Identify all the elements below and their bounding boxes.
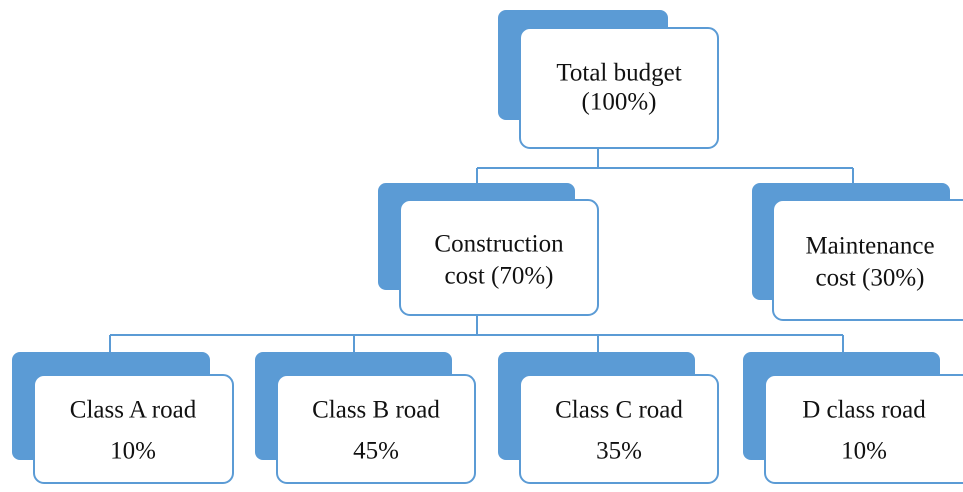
node-label: 10% bbox=[841, 438, 887, 465]
node-label: Maintenance bbox=[805, 233, 934, 260]
node: Maintenance cost (30%) bbox=[752, 183, 963, 321]
node: Total budget (100%) bbox=[498, 10, 719, 149]
node: D class road 10% bbox=[743, 352, 963, 484]
node-label: Total budget bbox=[556, 60, 681, 87]
node: Class B road 45% bbox=[255, 352, 476, 484]
node-label: (100%) bbox=[582, 89, 657, 116]
node: Class A road 10% bbox=[12, 352, 234, 484]
node-label: Construction bbox=[434, 231, 564, 258]
node-label: cost (70%) bbox=[445, 263, 554, 290]
node: Construction cost (70%) bbox=[378, 183, 599, 316]
connector bbox=[109, 315, 844, 375]
node: Class C road 35% bbox=[498, 352, 719, 484]
node-label: Class A road bbox=[70, 397, 197, 424]
node-label: D class road bbox=[802, 397, 926, 424]
node-label: Class C road bbox=[555, 397, 683, 424]
node-label: 45% bbox=[353, 438, 399, 465]
node-label: cost (30%) bbox=[816, 265, 925, 292]
connector bbox=[476, 148, 854, 200]
node-label: Class B road bbox=[312, 397, 440, 424]
node-label: 10% bbox=[110, 438, 156, 465]
node-label: 35% bbox=[596, 438, 642, 465]
